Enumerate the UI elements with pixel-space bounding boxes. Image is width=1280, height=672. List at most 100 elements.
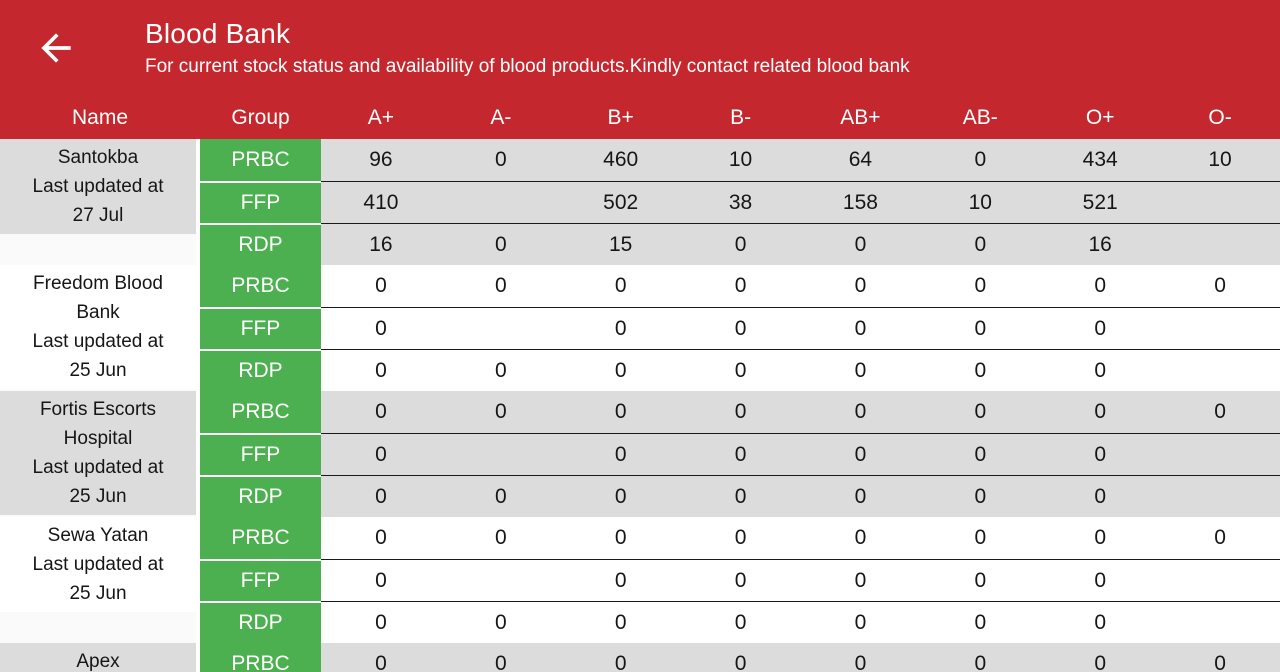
name-column-fortis-escorts: Fortis Escorts Hospital Last updated at 25 …: [0, 391, 200, 517]
stock-value-prbc-a-minus: 0: [494, 400, 507, 423]
stock-value-prbc-ab-minus: 0: [974, 148, 987, 171]
stock-value-rdp-ab-minus: 0: [974, 359, 987, 382]
stock-value-ffp-a-plus: 0: [375, 569, 387, 592]
stock-value-prbc-b-plus: 0: [614, 526, 627, 549]
stock-value-prbc-o-plus: 434: [1082, 148, 1118, 171]
stock-value-rdp-ab-minus: 0: [974, 611, 987, 634]
stock-value-ffp-ab-plus: 0: [854, 569, 867, 592]
stock-value-ffp-a-minus: [441, 182, 561, 223]
bank-name-santokba: Santokba Last updated at 27 Jul: [0, 139, 196, 234]
stock-value-ffp-o-minus: [1160, 434, 1280, 475]
stock-value-rdp-a-plus: 0: [375, 359, 387, 382]
stock-value-rdp-o-plus: 0: [1094, 485, 1107, 508]
bank-row-sewa-yatan: Sewa Yatan Last updated at 25 Jun PRBC FFP RD…: [0, 517, 1280, 643]
stock-row-santokba-rdp: 16 0 15 0 0 0 16: [321, 223, 1280, 265]
bank-name-apex: Apex: [0, 643, 196, 672]
group-cell-santokba-ffp: FFP: [200, 181, 321, 223]
stock-value-rdp-a-plus: 0: [375, 485, 387, 508]
group-column-freedom-blood: PRBC FFP RDP: [200, 265, 321, 391]
bank-name-line: Last updated at: [32, 554, 164, 575]
stock-value-ffp-o-minus: [1160, 560, 1280, 601]
stock-value-rdp-ab-minus: 0: [974, 233, 987, 256]
stock-value-rdp-o-plus: 0: [1094, 611, 1107, 634]
stock-value-prbc-ab-plus: 0: [854, 526, 867, 549]
bank-name-line: Last updated at: [32, 176, 164, 197]
bank-row-freedom-blood: Freedom Blood Bank Last updated at 25 Jun PR…: [0, 265, 1280, 391]
arrow-left-icon: [34, 26, 78, 70]
stock-value-rdp-b-minus: 0: [734, 611, 747, 634]
stock-row-sewa-yatan-prbc: 0 0 0 0 0 0 0 0: [321, 517, 1280, 559]
table-column-header-row: Name Group A+ A- B+ B- AB+ AB- O+ O-: [0, 96, 1280, 139]
stock-value-rdp-b-plus: 0: [614, 611, 627, 634]
stock-value-rdp-a-minus: 0: [494, 233, 507, 256]
stock-value-prbc-a-plus: 0: [375, 400, 387, 423]
page-title: Blood Bank: [145, 17, 291, 49]
stock-value-ffp-o-plus: 0: [1094, 569, 1107, 592]
stock-value-ffp-b-minus: 0: [734, 317, 747, 340]
stock-value-prbc-b-minus: 0: [734, 400, 747, 423]
stock-value-ffp-ab-plus: 0: [854, 317, 867, 340]
name-column-apex: Apex: [0, 643, 200, 672]
stock-row-freedom-blood-prbc: 0 0 0 0 0 0 0 0: [321, 265, 1280, 307]
bank-row-santokba: Santokba Last updated at 27 Jul PRBC FFP RDP 9…: [0, 139, 1280, 265]
stock-value-rdp-b-minus: 0: [734, 233, 747, 256]
stock-value-prbc-b-plus: 0: [614, 274, 627, 297]
stock-value-prbc-ab-minus: 0: [974, 526, 987, 549]
bank-name-sewa-yatan: Sewa Yatan Last updated at 25 Jun: [0, 517, 196, 612]
stock-row-freedom-blood-ffp: 0 0 0 0 0 0: [321, 307, 1280, 349]
bank-name-freedom-blood: Freedom Blood Bank Last updated at 25 Jun: [0, 265, 196, 389]
stock-value-ffp-b-minus: 0: [734, 569, 747, 592]
stock-value-rdp-o-plus: 0: [1094, 359, 1107, 382]
stock-value-prbc-a-minus: 0: [494, 148, 507, 171]
stock-value-rdp-a-minus: 0: [494, 485, 507, 508]
group-cell-apex-prbc: PRBC: [231, 652, 290, 672]
stock-value-prbc-a-minus: 0: [494, 274, 507, 297]
column-header-o-minus: O-: [1208, 105, 1232, 129]
stock-row-fortis-escorts-rdp: 0 0 0 0 0 0 0: [321, 475, 1280, 517]
stock-row-santokba-prbc: 96 0 460 10 64 0 434 10: [321, 139, 1280, 181]
stock-value-prbc-o-minus: 10: [1208, 148, 1232, 171]
stock-value-ffp-b-plus: 0: [614, 317, 627, 340]
page-subtitle: For current stock status and availabilit…: [145, 55, 910, 77]
stock-value-prbc-ab-minus: 0: [974, 400, 987, 423]
stock-value-ffp-b-plus: 0: [614, 443, 627, 466]
stock-row-fortis-escorts-ffp: 0 0 0 0 0 0: [321, 433, 1280, 475]
stock-value-prbc-ab-minus: 0: [974, 274, 987, 297]
column-header-ab-minus: AB-: [962, 105, 998, 129]
stock-value-rdp-ab-minus: 0: [974, 485, 987, 508]
stock-value-prbc-b-plus: 0: [614, 400, 627, 423]
stock-row-apex-prbc: 0 0 0 0 0 0 0 0: [321, 643, 1280, 672]
group-cell-sewa-yatan-prbc: PRBC: [231, 526, 290, 549]
stock-value-ffp-ab-minus: 0: [974, 569, 987, 592]
stock-value-ffp-b-plus: 502: [603, 191, 639, 214]
column-header-o-plus: O+: [1085, 105, 1115, 129]
stock-value-rdp-ab-plus: 0: [854, 233, 867, 256]
bank-name-line: 27 Jul: [72, 205, 124, 226]
stock-value-prbc-a-plus: 0: [375, 526, 387, 549]
bank-name-line: Last updated at: [32, 457, 164, 478]
stock-value-ffp-a-minus: [441, 434, 561, 475]
app-bar-top: Blood Bank For current stock status and …: [0, 0, 1280, 96]
bank-name-line: Santokba: [57, 147, 139, 168]
stock-value-rdp-b-plus: 15: [609, 233, 633, 256]
column-header-a-plus: A+: [367, 105, 395, 129]
bank-name-line: Fortis Escorts: [39, 399, 157, 420]
bank-name-line: Bank: [76, 302, 120, 323]
column-header-group: Group: [231, 105, 290, 129]
stock-value-ffp-ab-minus: 0: [974, 317, 987, 340]
stock-value-ffp-ab-minus: 10: [968, 191, 992, 214]
bank-row-fortis-escorts: Fortis Escorts Hospital Last updated at 25 …: [0, 391, 1280, 517]
app-bar: Blood Bank For current stock status and …: [0, 0, 1280, 139]
stock-value-prbc-b-plus: 0: [614, 652, 627, 672]
back-button[interactable]: [34, 26, 78, 70]
stock-value-rdp-ab-plus: 0: [854, 359, 867, 382]
stock-value-rdp-a-plus: 0: [375, 611, 387, 634]
stock-value-prbc-b-minus: 10: [728, 148, 753, 171]
stock-value-ffp-b-minus: 0: [734, 443, 747, 466]
stock-value-prbc-b-minus: 0: [734, 652, 747, 672]
stock-value-prbc-o-minus: 0: [1214, 274, 1226, 297]
stock-row-fortis-escorts-prbc: 0 0 0 0 0 0 0 0: [321, 391, 1280, 433]
stock-value-ffp-a-minus: [441, 560, 561, 601]
stock-value-prbc-b-minus: 0: [734, 526, 747, 549]
stock-value-prbc-ab-plus: 0: [854, 652, 867, 672]
